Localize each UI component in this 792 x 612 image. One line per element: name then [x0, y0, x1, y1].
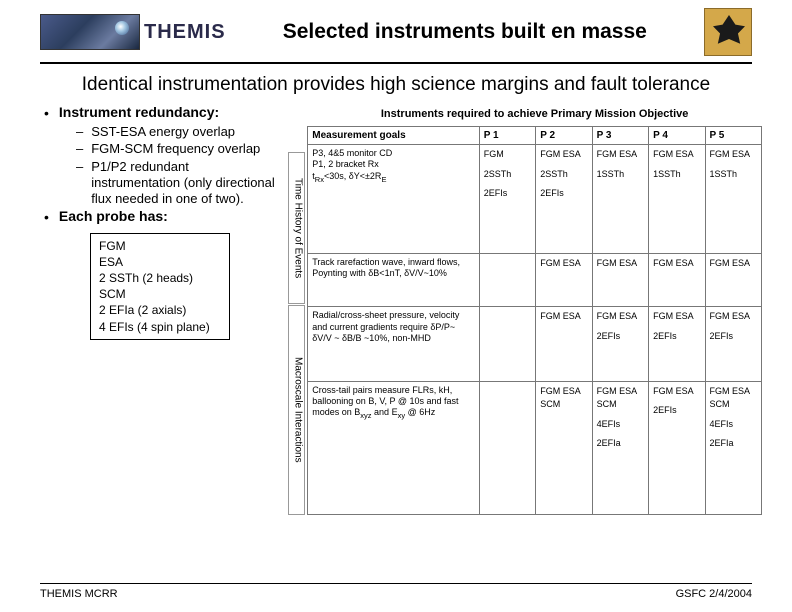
- table-row: Track rarefaction wave, inward flows, Po…: [308, 253, 762, 307]
- bullet-text: Instrument redundancy:: [59, 104, 219, 122]
- sub-bullet-text: FGM-SCM frequency overlap: [91, 141, 260, 157]
- bullet-text: Each probe has:: [59, 208, 168, 226]
- bullet-dot-icon: •: [44, 208, 49, 226]
- footer-left: THEMIS MCRR: [40, 588, 118, 600]
- footer-right: GSFC 2/4/2004: [676, 588, 752, 600]
- probe-cell: FGM ESA1SSTh: [592, 145, 648, 254]
- probe-cell: FGM ESA SCM4EFIs2EFIa: [705, 381, 761, 514]
- table-header-cell: P 4: [649, 127, 705, 145]
- right-column: Time History of Events Macroscale Intera…: [288, 104, 762, 515]
- probe-cell: FGM ESA2SSTh2EFIs: [536, 145, 592, 254]
- logo: THEMIS: [40, 14, 226, 50]
- bullet-dot-icon: •: [44, 104, 49, 122]
- dash-icon: –: [76, 141, 83, 157]
- probe-cell: FGM ESA: [649, 253, 705, 307]
- measurement-goal-cell: P3, 4&5 monitor CDP1, 2 bracket RxtRx<30…: [308, 145, 480, 254]
- table-row: Radial/cross-sheet pressure, velocity an…: [308, 307, 762, 381]
- header-divider: [40, 62, 752, 64]
- sub-bullet: –P1/P2 redundant instrumentation (only d…: [44, 159, 280, 208]
- table-header-cell: P 3: [592, 127, 648, 145]
- table-header-cell: P 5: [705, 127, 761, 145]
- probe-cell: FGM ESA: [536, 253, 592, 307]
- measurement-goal-cell: Radial/cross-sheet pressure, velocity an…: [308, 307, 480, 381]
- vertical-labels: Time History of Events Macroscale Intera…: [288, 104, 305, 515]
- table-row: Cross-tail pairs measure FLRs, kH, ballo…: [308, 381, 762, 514]
- table-body: P3, 4&5 monitor CDP1, 2 bracket RxtRx<30…: [308, 145, 762, 515]
- table-caption: Instruments required to achieve Primary …: [307, 104, 762, 126]
- sub-bullet: –FGM-SCM frequency overlap: [44, 141, 280, 157]
- probe-cell: [479, 253, 535, 307]
- instruments-table: Instruments required to achieve Primary …: [307, 104, 762, 515]
- footer: THEMIS MCRR GSFC 2/4/2004: [40, 583, 752, 600]
- dash-icon: –: [76, 159, 83, 208]
- sub-bullet: –SST-ESA energy overlap: [44, 124, 280, 140]
- vert-label-time-history: Time History of Events: [288, 152, 305, 304]
- vert-label-macroscale: Macroscale Interactions: [288, 305, 305, 515]
- probe-cell: FGM ESA: [536, 307, 592, 381]
- box-item: 2 EFIa (2 axials): [99, 302, 221, 318]
- probe-cell: FGM ESA SCM: [536, 381, 592, 514]
- dash-icon: –: [76, 124, 83, 140]
- probe-cell: FGM2SSTh2EFIs: [479, 145, 535, 254]
- left-column: • Instrument redundancy: –SST-ESA energy…: [44, 104, 280, 515]
- box-item: FGM: [99, 238, 221, 254]
- table-header-cell: Measurement goals: [308, 127, 480, 145]
- table-header-cell: P 1: [479, 127, 535, 145]
- table-header-cell: P 2: [536, 127, 592, 145]
- box-item: 2 SSTh (2 heads): [99, 270, 221, 286]
- probe-instrument-box: FGMESA2 SSTh (2 heads)SCM2 EFIa (2 axial…: [90, 233, 230, 340]
- subtitle: Identical instrumentation provides high …: [40, 74, 752, 96]
- probe-cell: FGM ESA: [705, 253, 761, 307]
- bullet-redundancy: • Instrument redundancy:: [44, 104, 280, 122]
- logo-image: [40, 14, 140, 50]
- sub-bullet-text: P1/P2 redundant instrumentation (only di…: [91, 159, 280, 208]
- probe-cell: FGM ESA SCM4EFIs2EFIa: [592, 381, 648, 514]
- measurement-goal-cell: Track rarefaction wave, inward flows, Po…: [308, 253, 480, 307]
- probe-cell: FGM ESA1SSTh: [705, 145, 761, 254]
- probe-cell: FGM ESA2EFIs: [649, 381, 705, 514]
- table-row: P3, 4&5 monitor CDP1, 2 bracket RxtRx<30…: [308, 145, 762, 254]
- probe-cell: FGM ESA1SSTh: [649, 145, 705, 254]
- measurement-goal-cell: Cross-tail pairs measure FLRs, kH, ballo…: [308, 381, 480, 514]
- box-item: SCM: [99, 286, 221, 302]
- emblem-icon: [704, 8, 752, 56]
- page-title: Selected instruments built en masse: [226, 20, 704, 44]
- probe-cell: FGM ESA2EFIs: [649, 307, 705, 381]
- probe-cell: FGM ESA2EFIs: [705, 307, 761, 381]
- box-item: 4 EFIs (4 spin plane): [99, 319, 221, 335]
- probe-cell: FGM ESA2EFIs: [592, 307, 648, 381]
- table-header-row: Measurement goalsP 1P 2P 3P 4P 5: [308, 127, 762, 145]
- probe-cell: FGM ESA: [592, 253, 648, 307]
- bullet-each-probe: • Each probe has:: [44, 208, 280, 226]
- logo-text: THEMIS: [144, 21, 226, 44]
- header-bar: THEMIS Selected instruments built en mas…: [0, 0, 792, 60]
- content-area: • Instrument redundancy: –SST-ESA energy…: [0, 104, 792, 515]
- probe-cell: [479, 381, 535, 514]
- probe-cell: [479, 307, 535, 381]
- sub-bullet-text: SST-ESA energy overlap: [91, 124, 235, 140]
- box-item: ESA: [99, 254, 221, 270]
